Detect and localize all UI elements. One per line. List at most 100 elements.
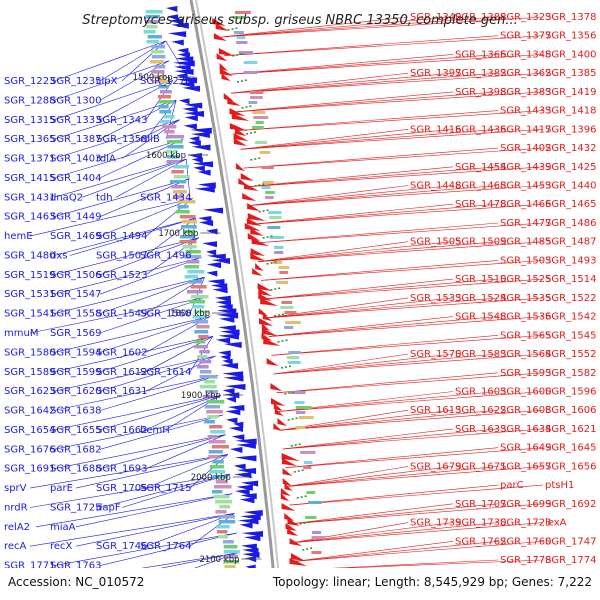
gene-label[interactable]: SGR_1417 [500, 124, 552, 135]
gene-label[interactable]: SGR_1552 [545, 349, 597, 360]
gene-label[interactable]: SGR_1771 [4, 561, 56, 572]
gene-label[interactable]: SGR_1533 [410, 293, 462, 304]
gene-label[interactable]: parE [50, 483, 73, 494]
gene-label[interactable]: relA2 [4, 522, 30, 533]
gene-label[interactable]: SGR_1642 [4, 406, 56, 417]
gene-label[interactable]: SGR_1400 [545, 49, 597, 60]
gene-label[interactable]: SGR_1671 [455, 461, 507, 472]
gene-label[interactable]: SGR_1419 [545, 87, 597, 98]
gene-label[interactable]: SGR_1762 [455, 536, 507, 547]
gene-label[interactable]: SGR_1570 [410, 349, 462, 360]
gene-label[interactable]: rdlB [140, 134, 160, 145]
gene-label[interactable]: SGR_1705 [96, 483, 148, 494]
gene-label[interactable]: SGR_1531 [4, 289, 56, 300]
gene-label[interactable]: SGR_1362 [500, 68, 552, 79]
gene-label[interactable]: SGR_1564 [500, 349, 552, 360]
gene-label[interactable]: SGR_1480 [4, 251, 56, 262]
gene-label[interactable]: SGR_1440 [545, 181, 597, 192]
gene-label[interactable]: SGR_1454 [455, 162, 507, 173]
gene-label[interactable]: SGR_1343 [96, 115, 148, 126]
gene-label[interactable]: SGR_1631 [96, 386, 148, 397]
gene-label[interactable]: SGR_1545 [545, 330, 597, 341]
gene-label[interactable]: SGR_1377 [500, 31, 552, 42]
gene-label[interactable]: SGR_1525 [500, 274, 552, 285]
gene-label[interactable]: SGR_1747 [545, 536, 597, 547]
gene-label[interactable]: SGR_1612 [96, 367, 148, 378]
gene-label[interactable]: SGR_1453 [500, 181, 552, 192]
gene-label[interactable]: SGR_1365 [4, 134, 56, 145]
gene-label[interactable]: SGR_1691 [4, 464, 56, 475]
gene-label[interactable]: SGR_1764 [140, 541, 192, 552]
gene-label[interactable]: ptsH1 [545, 480, 574, 491]
gene-label[interactable]: recX [50, 541, 73, 552]
gene-label[interactable]: SGR_1688 [50, 464, 102, 475]
gene-label[interactable]: SGR_1415 [4, 173, 56, 184]
gene-label[interactable]: SGR_1569 [50, 328, 102, 339]
gene-label[interactable]: dxs [50, 251, 67, 262]
gene-label[interactable]: SGR_1746 [96, 541, 148, 552]
gene-label[interactable]: SGR_1418 [545, 106, 597, 117]
gene-label[interactable]: SGR_1603 [455, 387, 507, 398]
gene-label[interactable]: SGR_1778 [500, 555, 552, 566]
gene-label[interactable]: SGR_1679 [410, 461, 462, 472]
gene-label[interactable]: sprV [4, 483, 27, 494]
gene-label[interactable]: SGR_1725 [50, 503, 102, 514]
gene-label[interactable]: SGR_1655 [50, 425, 102, 436]
gene-label[interactable]: SGR_1623 [4, 386, 56, 397]
gene-label[interactable]: SGR_1739 [410, 518, 462, 529]
gene-label[interactable]: SGR_1402 [500, 143, 552, 154]
gene-label[interactable]: SGR_1388 [455, 12, 507, 23]
gene-label[interactable]: SGR_1378 [545, 12, 597, 23]
gene-label[interactable]: SGR_1548 [455, 312, 507, 323]
gene-label[interactable]: SGR_1323 [500, 12, 552, 23]
gene-label[interactable]: SGR_1699 [500, 499, 552, 510]
gene-label[interactable]: SGR_1760 [500, 536, 552, 547]
gene-label[interactable]: SGR_1763 [50, 561, 102, 572]
gene-label[interactable]: SGR_1510 [455, 274, 507, 285]
gene-label[interactable]: SGR_1358 [96, 134, 148, 145]
gene-label[interactable]: SGR_1333 [50, 115, 102, 126]
gene-label[interactable]: SGR_1387 [50, 134, 102, 145]
gene-label[interactable]: dapF [96, 503, 121, 514]
gene-label[interactable]: SGR_1682 [50, 444, 102, 455]
gene-label[interactable]: SGR_1493 [545, 255, 597, 266]
gene-label[interactable]: SGR_1416 [410, 124, 462, 135]
gene-label[interactable]: SGR_1692 [545, 499, 597, 510]
gene-label[interactable]: SGR_1654 [4, 425, 56, 436]
gene-label[interactable]: SGR_1583 [455, 349, 507, 360]
gene-label[interactable]: rdlA [96, 154, 116, 165]
gene-label[interactable]: SGR_1432 [545, 143, 597, 154]
gene-label[interactable]: SGR_1549 [96, 309, 148, 320]
gene-label[interactable]: tdh [96, 192, 113, 203]
gene-label[interactable]: SGR_1478 [455, 199, 507, 210]
gene-label[interactable]: SGR_1558 [50, 309, 102, 320]
gene-label[interactable]: SGR_1487 [545, 237, 597, 248]
gene-label[interactable]: SGR_1541 [4, 309, 56, 320]
gene-label[interactable]: SGR_1774 [545, 555, 597, 566]
gene-label[interactable]: SGR_1433 [500, 106, 552, 117]
gene-label[interactable]: miaA [50, 522, 76, 533]
gene-label[interactable]: SGR_1602 [96, 347, 148, 358]
gene-label[interactable]: SGR_1448 [410, 181, 462, 192]
gene-label[interactable]: SGR_1514 [545, 274, 597, 285]
gene-label[interactable]: SGR_1477 [500, 218, 552, 229]
gene-label[interactable]: SGR_1582 [545, 368, 597, 379]
gene-label[interactable]: SGR_1524 [455, 293, 507, 304]
gene-label[interactable]: SGR_1494 [96, 231, 148, 242]
gene-label[interactable]: SGR_1439 [500, 162, 552, 173]
gene-label[interactable]: SGR_1496 [140, 251, 192, 262]
gene-label[interactable]: SGR_1523 [96, 270, 148, 281]
gene-label[interactable]: SGR_1596 [545, 387, 597, 398]
gene-label[interactable]: SGR_1730 [455, 518, 507, 529]
gene-label[interactable]: SGR_1614 [140, 367, 192, 378]
gene-label[interactable]: SGR_1613 [410, 405, 462, 416]
gene-label[interactable]: SGR_1404 [50, 173, 102, 184]
gene-label[interactable]: hemH [140, 425, 170, 436]
gene-label[interactable]: parC [500, 480, 524, 491]
gene-label[interactable]: SGR_1693 [96, 464, 148, 475]
gene-label[interactable]: SGR_1506 [50, 270, 102, 281]
gene-label[interactable]: SGR_1600 [500, 387, 552, 398]
gene-label[interactable]: clpX [96, 76, 118, 87]
gene-label[interactable]: SGR_1485 [500, 237, 552, 248]
gene-label[interactable]: SGR_1519 [4, 270, 56, 281]
